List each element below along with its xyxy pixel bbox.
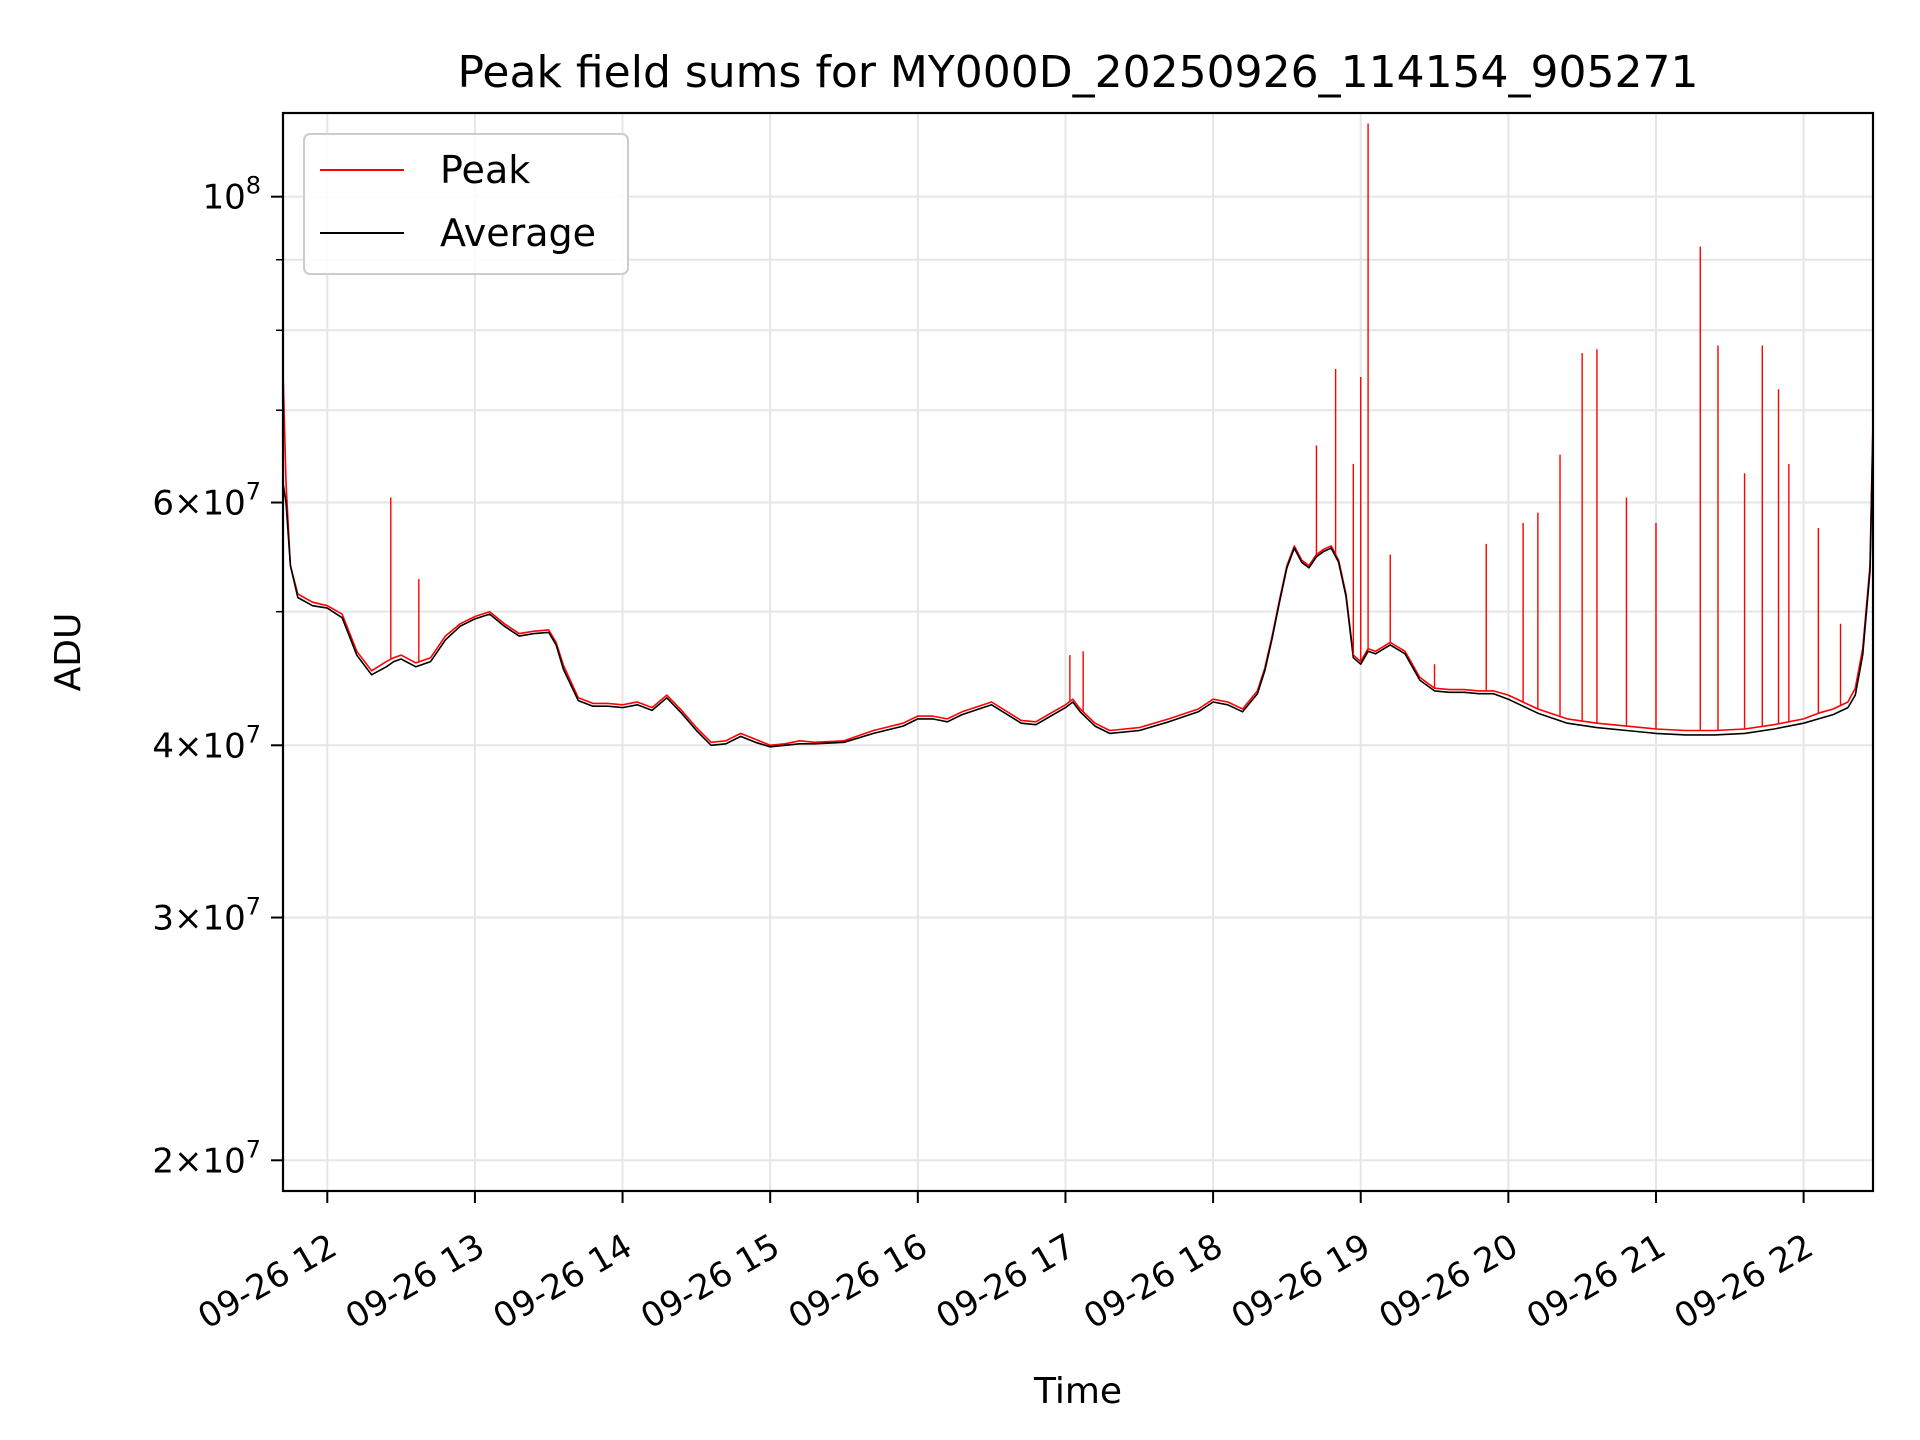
- x-tick-label-7: 09-26 19: [1225, 1226, 1377, 1337]
- legend-average-label: Average: [440, 211, 596, 255]
- y-tick-label-4: 2×107: [152, 1135, 261, 1181]
- x-tick-label-9: 09-26 21: [1520, 1226, 1672, 1337]
- series-lines: [283, 123, 1873, 748]
- legend: Peak Average: [303, 133, 629, 275]
- legend-peak-label: Peak: [440, 148, 530, 192]
- x-tick-label-6: 09-26 18: [1077, 1226, 1229, 1337]
- series-line-average: [283, 427, 1873, 748]
- chart-title: Peak field sums for MY000D_20250926_1141…: [457, 47, 1698, 98]
- series-line-peak: [283, 368, 1873, 747]
- x-tick-label-2: 09-26 14: [487, 1226, 639, 1337]
- x-tick-label-4: 09-26 16: [782, 1226, 934, 1337]
- y-axis-ticks: 108 6×107 4×107 3×107 2×107: [152, 172, 283, 1181]
- x-tick-label-5: 09-26 17: [930, 1226, 1082, 1337]
- x-tick-label-3: 09-26 15: [634, 1226, 786, 1337]
- x-tick-label-8: 09-26 20: [1372, 1226, 1524, 1337]
- y-tick-label-1: 6×107: [152, 478, 261, 524]
- y-axis-label: ADU: [48, 613, 89, 692]
- y-tick-label-0: 108: [202, 172, 261, 218]
- x-tick-label-0: 09-26 12: [191, 1226, 343, 1337]
- y-tick-label-2: 4×107: [152, 720, 261, 766]
- x-tick-label-1: 09-26 13: [339, 1226, 491, 1337]
- plot-frame: [281, 111, 1875, 1193]
- x-axis-label: Time: [1033, 1371, 1122, 1412]
- y-tick-label-3: 3×107: [152, 893, 261, 939]
- x-tick-label-10: 09-26 22: [1668, 1226, 1820, 1337]
